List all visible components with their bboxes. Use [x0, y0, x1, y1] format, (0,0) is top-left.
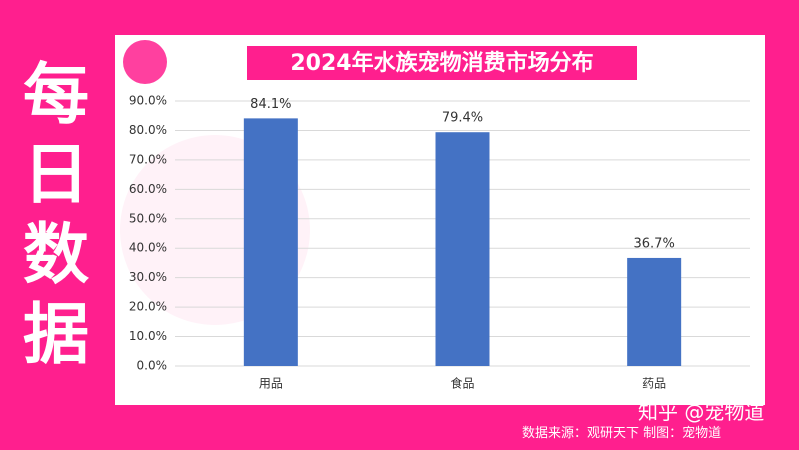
bar	[243, 118, 298, 366]
y-tick-label: 50.0%	[129, 211, 167, 225]
chart-title: 2024年水族宠物消费市场分布	[290, 50, 593, 76]
y-tick-label: 90.0%	[129, 94, 167, 108]
x-tick-label: 用品	[259, 377, 283, 391]
y-tick-label: 30.0%	[129, 270, 167, 284]
y-tick-label: 0.0%	[137, 359, 168, 373]
bar	[627, 257, 682, 366]
y-tick-label: 10.0%	[129, 329, 167, 343]
source: 数据来源：观研天下 制图：宠物道	[522, 426, 722, 441]
y-tick-label: 20.0%	[129, 300, 167, 314]
y-tick-label: 70.0%	[129, 152, 167, 166]
watermark: 知乎 @宠物道	[638, 400, 765, 424]
x-tick-label: 食品	[450, 376, 474, 391]
value-label: 36.7%	[634, 236, 675, 251]
y-tick-label: 40.0%	[129, 241, 167, 255]
y-tick-label: 60.0%	[129, 182, 167, 196]
bar	[435, 132, 490, 366]
logo	[123, 40, 167, 84]
value-label: 84.1%	[250, 97, 291, 112]
title-bg	[247, 46, 637, 80]
side-label: 每日数据	[23, 56, 89, 373]
x-tick-label: 药品	[642, 377, 666, 391]
y-tick-label: 80.0%	[129, 123, 167, 137]
value-label: 79.4%	[442, 111, 483, 126]
